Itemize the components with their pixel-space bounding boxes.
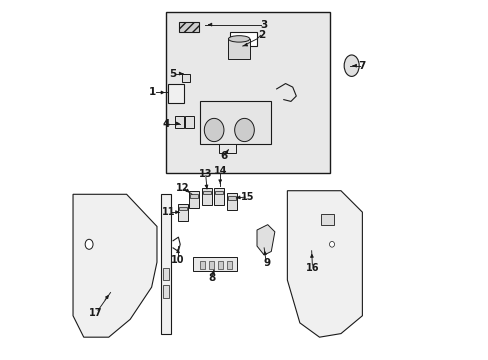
Bar bbox=[179, 22, 199, 32]
Bar bbox=[321, 214, 333, 225]
Bar bbox=[200, 261, 205, 269]
Ellipse shape bbox=[204, 118, 224, 141]
Bar bbox=[214, 188, 224, 204]
Text: 10: 10 bbox=[171, 255, 184, 265]
Ellipse shape bbox=[85, 239, 93, 249]
Polygon shape bbox=[192, 257, 237, 271]
Bar bbox=[215, 191, 223, 194]
Bar bbox=[189, 191, 199, 208]
Polygon shape bbox=[160, 194, 171, 334]
Text: 13: 13 bbox=[199, 169, 212, 179]
Ellipse shape bbox=[228, 36, 249, 42]
Bar bbox=[219, 144, 235, 153]
Bar bbox=[182, 74, 189, 82]
Bar bbox=[208, 261, 214, 269]
Text: 2: 2 bbox=[258, 30, 264, 40]
Polygon shape bbox=[257, 225, 274, 255]
Text: 5: 5 bbox=[169, 68, 176, 78]
Bar bbox=[226, 261, 231, 269]
Bar bbox=[163, 267, 169, 280]
Bar bbox=[175, 116, 183, 128]
Bar bbox=[201, 188, 211, 204]
Text: 14: 14 bbox=[213, 166, 226, 176]
Bar bbox=[217, 261, 223, 269]
Text: 15: 15 bbox=[241, 192, 254, 202]
Ellipse shape bbox=[234, 118, 254, 141]
Bar bbox=[228, 39, 249, 59]
Text: 6: 6 bbox=[220, 151, 227, 161]
FancyBboxPatch shape bbox=[165, 12, 329, 173]
Bar bbox=[163, 285, 169, 298]
Bar bbox=[230, 32, 257, 46]
Text: 4: 4 bbox=[163, 118, 170, 129]
Text: 9: 9 bbox=[263, 258, 270, 268]
Bar bbox=[178, 203, 188, 221]
Text: 7: 7 bbox=[358, 61, 366, 71]
Ellipse shape bbox=[329, 242, 334, 247]
Bar bbox=[190, 194, 198, 198]
Polygon shape bbox=[73, 194, 157, 337]
Bar bbox=[228, 196, 236, 200]
Text: 11: 11 bbox=[162, 207, 175, 217]
Bar bbox=[227, 193, 237, 210]
Text: 12: 12 bbox=[175, 183, 189, 193]
Text: 3: 3 bbox=[260, 19, 267, 30]
Bar bbox=[203, 191, 210, 194]
Bar bbox=[200, 102, 271, 144]
Text: 17: 17 bbox=[89, 308, 102, 318]
Ellipse shape bbox=[344, 55, 358, 76]
Bar bbox=[167, 84, 183, 103]
Text: 8: 8 bbox=[208, 273, 216, 283]
Text: 1: 1 bbox=[148, 87, 156, 98]
Text: 16: 16 bbox=[305, 263, 319, 273]
Polygon shape bbox=[287, 191, 362, 337]
Bar bbox=[179, 207, 187, 210]
Bar bbox=[184, 116, 193, 128]
